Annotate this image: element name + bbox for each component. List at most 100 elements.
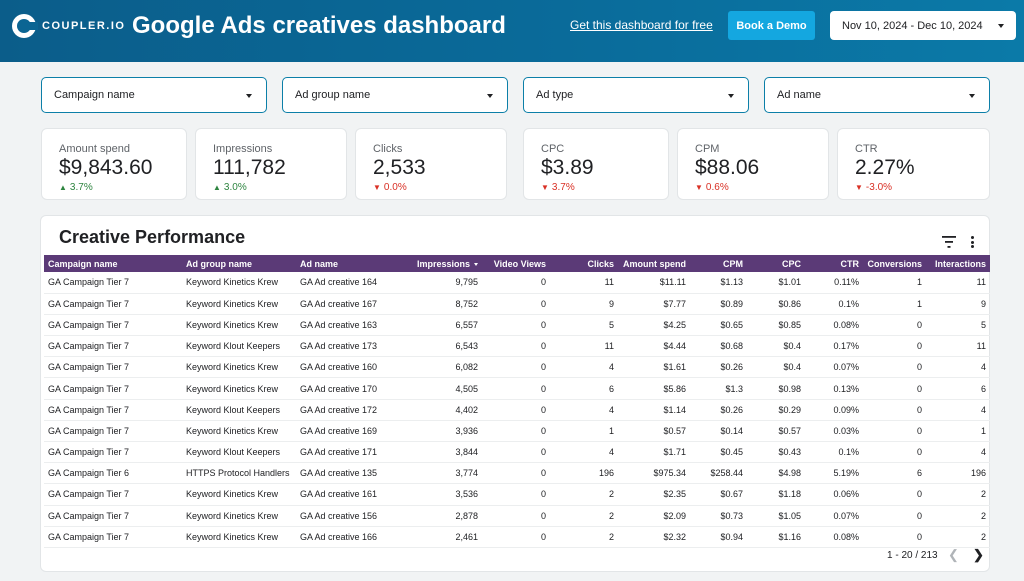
column-header[interactable]: Ad name [300,258,339,269]
cell-campaign: GA Campaign Tier 7 [48,404,130,415]
filter-label: Ad type [536,89,574,101]
column-header[interactable]: Conversions [867,258,922,269]
cell-ctr: 0.06% [833,489,859,500]
kpi-card-clicks: Clicks 2,533 ▼ 0.0% [355,128,507,200]
cell-interactions: 2 [980,510,986,521]
cell-impressions: 4,402 [455,404,478,415]
cell-clicks: 6 [608,383,614,394]
column-header[interactable]: Campaign name [48,258,118,269]
page-title: Google Ads creatives dashboard [132,12,506,39]
cell-campaign: GA Campaign Tier 7 [48,298,130,309]
cell-cpm: $1.3 [725,383,743,394]
cell-ctr: 0.08% [833,319,859,330]
cell-conversions: 0 [916,362,922,373]
cell-campaign: GA Campaign Tier 7 [48,362,130,373]
cell-impressions: 3,936 [455,425,478,436]
ad-group-name-filter[interactable]: Ad group name [282,77,508,113]
cell-video-views: 0 [540,277,546,288]
get-dashboard-link[interactable]: Get this dashboard for free [570,18,713,32]
cell-interactions: 5 [980,319,986,330]
kpi-value: 111,782 [213,156,286,179]
cell-ctr: 0.11% [834,277,859,288]
table-row: GA Campaign Tier 7 Keyword Kinetics Krew… [44,314,990,336]
kpi-delta: ▲ 3.7% [59,182,186,193]
kpi-label: CPM [695,143,720,155]
cell-video-views: 0 [540,383,546,394]
column-header[interactable]: CTR [840,258,860,269]
cell-amount-spend: $7.77 [663,298,686,309]
cell-clicks: 2 [608,531,614,542]
cell-impressions: 9,795 [455,277,478,288]
cell-video-views: 0 [540,425,546,436]
ad-type-filter[interactable]: Ad type [523,77,749,113]
cell-ctr: 0.07% [833,362,859,373]
cell-ad-group: Keyword Kinetics Krew [186,277,279,288]
cell-clicks: 11 [604,277,614,288]
column-header-impressions[interactable]: Impressions [410,255,482,272]
cell-video-views: 0 [540,362,546,373]
cell-video-views: 0 [540,404,546,415]
coupler-logo[interactable]: COUPLER.IO [12,14,125,38]
chevron-right-icon[interactable]: ❯ [973,547,984,562]
table-header-row: Campaign name Ad group name Ad name Impr… [44,255,990,272]
cell-campaign: GA Campaign Tier 6 [48,468,130,479]
date-range-picker[interactable]: Nov 10, 2024 - Dec 10, 2024 [830,11,1016,40]
cell-ad-group: Keyword Kinetics Krew [186,298,279,309]
chevron-left-icon[interactable]: ❮ [948,547,959,562]
cell-ad-group: Keyword Klout Keepers [186,447,281,458]
cell-cpm: $0.89 [720,298,743,309]
kpi-delta: ▼ 3.7% [541,182,668,193]
column-header[interactable]: CPM [723,258,743,269]
kpi-label: Impressions [213,143,273,155]
book-demo-button[interactable]: Book a Demo [728,11,815,40]
cell-clicks: 5 [608,319,614,330]
cell-cpm: $0.45 [720,447,743,458]
cell-clicks: 2 [608,489,614,500]
more-options-icon[interactable] [969,236,975,250]
column-header[interactable]: Ad group name [186,258,253,269]
cell-ad-group: Keyword Kinetics Krew [186,425,279,436]
cell-ad-name: GA Ad creative 163 [300,319,378,330]
cell-campaign: GA Campaign Tier 7 [48,319,130,330]
cell-ad-name: GA Ad creative 160 [300,362,378,373]
column-header[interactable]: CPC [781,258,801,269]
cell-impressions: 6,557 [455,319,478,330]
column-header[interactable]: Amount spend [623,258,686,269]
cell-interactions: 4 [980,362,986,373]
cell-cpm: $0.67 [720,489,743,500]
column-header[interactable]: Interactions [934,258,986,269]
filter-icon[interactable] [942,236,956,248]
table-row: GA Campaign Tier 7 Keyword Kinetics Krew… [44,357,990,378]
column-header[interactable]: Video Views [493,258,546,269]
cell-interactions: 2 [980,531,986,542]
cell-conversions: 0 [916,447,922,458]
cell-interactions: 1 [980,425,986,436]
cell-video-views: 0 [540,531,546,542]
cell-amount-spend: $11.11 [659,277,686,288]
campaign-name-filter[interactable]: Campaign name [41,77,267,113]
cell-cpc: $0.57 [778,425,801,436]
cell-campaign: GA Campaign Tier 7 [48,383,130,394]
cell-cpc: $0.85 [778,319,801,330]
kpi-value: $9,843.60 [59,156,153,179]
cell-video-views: 0 [540,298,546,309]
ad-name-filter[interactable]: Ad name [764,77,990,113]
cell-ad-group: Keyword Kinetics Krew [186,362,279,373]
cell-ad-name: GA Ad creative 167 [300,298,378,309]
arrow-up-icon: ▲ [59,183,67,192]
cell-interactions: 4 [980,447,986,458]
cell-cpc: $0.29 [778,404,801,415]
column-header[interactable]: Clicks [587,258,614,269]
cell-impressions: 4,505 [455,383,478,394]
table-row: GA Campaign Tier 6 HTTPS Protocol Handle… [44,463,990,484]
cell-ad-name: GA Ad creative 170 [300,383,378,394]
kpi-delta-value: 0.0% [383,182,407,193]
kpi-delta-value: 3.0% [223,182,247,193]
cell-campaign: GA Campaign Tier 7 [48,489,130,500]
kpi-delta: ▼ 0.0% [373,182,506,193]
panel-title: Creative Performance [59,227,246,247]
kpi-card-amount-spend: Amount spend $9,843.60 ▲ 3.7% [41,128,187,200]
cell-clicks: 2 [608,510,614,521]
cell-cpm: $0.94 [720,531,743,542]
cell-ctr: 0.09% [833,404,859,415]
